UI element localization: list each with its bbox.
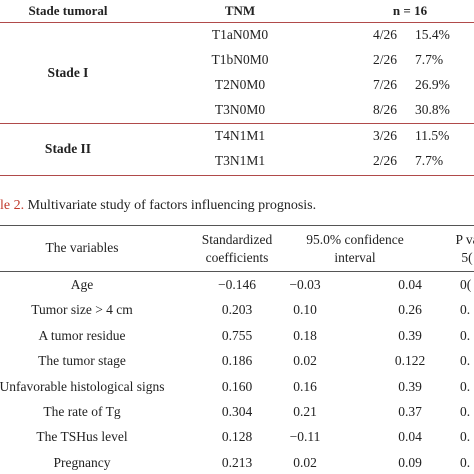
variable-cell: Tumor size > 4 cm (31, 302, 133, 318)
value-cell: 0. (460, 302, 471, 318)
value-cell: 0.16 (293, 378, 317, 394)
value-cell: −0.03 (289, 277, 321, 292)
value-cell: 0.304 (221, 404, 253, 419)
value-cell: 0. (460, 327, 471, 343)
header-cell: TNM (224, 3, 256, 18)
rule (0, 22, 474, 23)
count-cell: 7/26 (372, 77, 398, 92)
value-cell: 0.203 (221, 302, 253, 318)
value-cell: 0.39 (398, 327, 422, 343)
value-cell: 0.04 (398, 277, 422, 292)
count-cell: 3/26 (372, 128, 398, 143)
tnm-cell: T4N1M1 (214, 128, 266, 143)
count-cell: 2/26 (372, 153, 398, 168)
value-cell: 0. (460, 353, 471, 369)
rule (0, 225, 474, 226)
value-cell: 0.122 (394, 353, 426, 369)
value-cell: 0( (460, 277, 472, 292)
percent-cell: 11.5% (415, 128, 450, 143)
variable-cell: The tumor stage (38, 353, 126, 369)
value-cell: 0.39 (398, 378, 422, 394)
stage-cell: Stade I (47, 64, 89, 80)
rule (0, 271, 474, 272)
value-cell: 0. (460, 429, 471, 445)
value-cell: 0.755 (221, 327, 253, 343)
tnm-cell: T3N0M0 (214, 102, 266, 117)
percent-cell: 7.7% (415, 52, 444, 67)
header-cell: 95.0% confidence (306, 232, 404, 247)
rule (0, 123, 474, 124)
value-cell: 0.128 (221, 429, 253, 445)
percent-cell: 26.9% (415, 77, 450, 92)
value-cell: −0.11 (289, 429, 321, 445)
value-cell: −0.146 (218, 277, 256, 292)
value-cell: 0. (460, 454, 471, 470)
count-cell: 2/26 (372, 52, 398, 67)
value-cell: 0.02 (293, 454, 317, 470)
variable-cell: Age (70, 277, 94, 292)
value-cell: 0.26 (398, 302, 422, 318)
value-cell: 0.21 (293, 404, 317, 419)
tnm-cell: T1bN0M0 (211, 52, 269, 67)
percent-cell: 30.8% (415, 102, 450, 117)
header-cell: Standardized (201, 232, 273, 247)
caption-label: le 2. (0, 198, 25, 213)
tnm-cell: T2N0M0 (214, 77, 266, 92)
count-cell: 8/26 (372, 102, 398, 117)
count-cell: 4/26 (372, 27, 398, 42)
value-cell: 0.213 (221, 454, 253, 470)
caption: le 2. Multivariate study of factors infl… (0, 198, 316, 214)
header-cell: 5( (461, 250, 473, 265)
stage-cell: Stade II (44, 140, 92, 156)
header-cell: Stade tumoral (28, 3, 108, 18)
tnm-cell: T3N1M1 (214, 153, 266, 168)
variable-cell: The rate of Tg (43, 404, 121, 419)
value-cell: 0. (460, 378, 471, 394)
percent-cell: 15.4% (415, 27, 450, 42)
value-cell: 0.04 (398, 429, 422, 445)
value-cell: 0.37 (398, 404, 422, 419)
tnm-cell: T1aN0M0 (211, 27, 269, 42)
value-cell: 0.10 (293, 302, 317, 318)
header-cell: interval (334, 250, 376, 265)
header-cell: The variables (45, 240, 119, 255)
variable-cell: Pregnancy (53, 454, 111, 470)
value-cell: 0. (460, 404, 471, 419)
variable-cell: A tumor residue (38, 327, 126, 343)
value-cell: 0.186 (221, 353, 253, 369)
caption-text: Multivariate study of factors influencin… (27, 198, 317, 213)
header-cell: n = 16 (392, 3, 428, 18)
value-cell: 0.09 (398, 454, 422, 470)
header-cell: coefficients (205, 250, 269, 265)
rule (0, 175, 474, 176)
percent-cell: 7.7% (415, 153, 444, 168)
header-cell: P va (455, 232, 474, 247)
value-cell: 0.18 (293, 327, 317, 343)
value-cell: 0.02 (293, 353, 317, 369)
variable-cell: The TSHus level (36, 429, 128, 445)
value-cell: 0.160 (221, 378, 253, 394)
variable-cell: Unfavorable histological signs (0, 378, 165, 394)
